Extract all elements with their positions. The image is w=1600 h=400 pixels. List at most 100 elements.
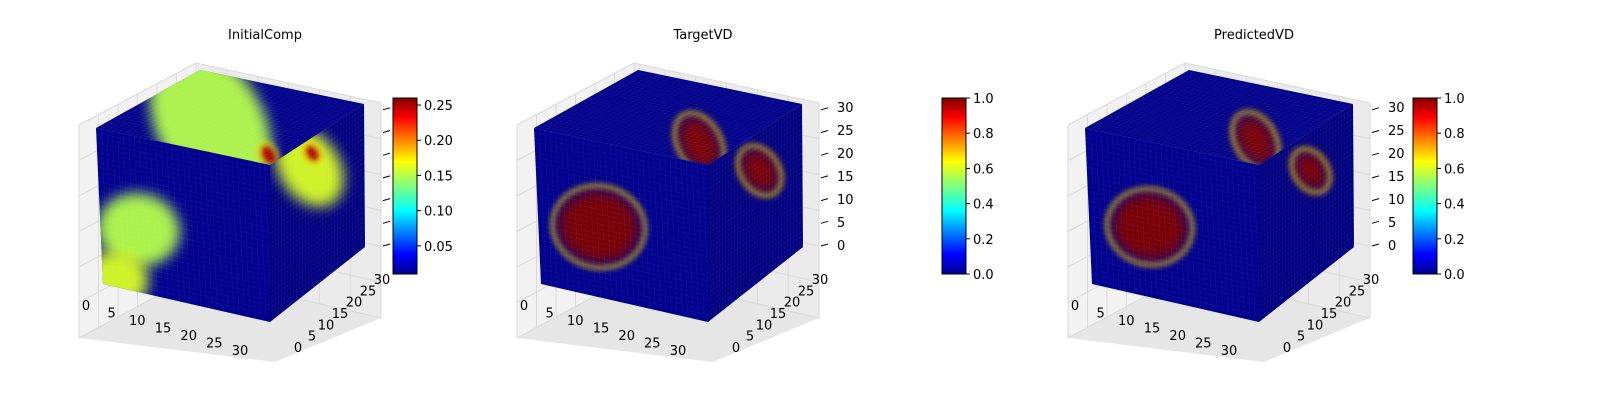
colorbar-gradient: [941, 97, 967, 275]
z-tick-mark: [382, 130, 391, 133]
x-tick-label: 5: [1097, 307, 1105, 322]
x-tick-label: 20: [180, 329, 197, 344]
y-tick-label: 5: [1297, 330, 1305, 345]
cube-side-face: [708, 104, 803, 322]
panel-title: InitialComp: [228, 28, 302, 43]
voxel-mesh: [708, 105, 803, 321]
z-tick-label: 25: [1388, 124, 1405, 139]
z-tick-mark: [1371, 107, 1380, 111]
floor-pane: [1068, 275, 1370, 362]
colorbar-tick-label: 1.0: [1444, 92, 1465, 107]
y-tick-label: 10: [1307, 318, 1324, 333]
voxel-mesh: [1088, 70, 1353, 165]
x-tick-label: 5: [108, 307, 116, 322]
z-tick-label: 15: [837, 170, 854, 185]
z-tick-mark: [820, 107, 829, 111]
x-tick-label: 0: [1071, 299, 1079, 314]
z-tick-label: 5: [1388, 216, 1396, 231]
voxel-mesh: [270, 105, 365, 321]
z-tick-label: 20: [837, 147, 854, 162]
z-tick-mark: [820, 175, 829, 179]
y-tick-label: 20: [784, 296, 801, 311]
panel-title: TargetVD: [672, 28, 732, 43]
data-blob: [1111, 192, 1189, 261]
y-tick-label: 0: [732, 341, 740, 356]
colorbar-tick-label: 0.10: [424, 205, 453, 220]
cube-side-blobs: [736, 144, 783, 198]
colorbar-tick-label: 0.20: [424, 134, 453, 149]
x-tick-label: 30: [1221, 344, 1238, 359]
colorbar-tick-label: 0.4: [973, 198, 994, 213]
y-tick-label: 20: [1335, 296, 1352, 311]
x-tick-label: 20: [1169, 329, 1186, 344]
data-blob-edge: [301, 141, 323, 166]
colorbar-tick-label: 0.4: [1444, 198, 1465, 213]
voxel-mesh: [1259, 105, 1354, 321]
x-tick-label: 0: [82, 299, 90, 314]
cube-side-blobs: [1290, 147, 1332, 195]
cube-front-blobs: [550, 184, 647, 270]
colorbar-tick-label: 0.0: [1444, 268, 1465, 283]
z-tick-mark: [382, 152, 391, 156]
cube-side-face: [1259, 104, 1354, 322]
z-tick-label: 0: [1388, 239, 1396, 254]
data-blob: [740, 148, 780, 193]
colorbar: 0.05 0.10 0.15 0.20 0.25: [392, 97, 453, 275]
colorbar-tick-label: 0.6: [973, 162, 994, 177]
y-tick-label: 0: [1283, 341, 1291, 356]
x-tick-label: 5: [546, 307, 554, 322]
panel-title: PredictedVD: [1214, 28, 1294, 43]
x-tick-label: 15: [155, 322, 172, 337]
x-tick-label: 25: [1195, 337, 1212, 352]
z-tick-mark: [382, 198, 391, 202]
colorbar-tick-label: 0.6: [1444, 162, 1465, 177]
data-blob-edge: [550, 184, 647, 270]
data-blob: [97, 192, 180, 267]
y-tick-label: 15: [332, 307, 349, 322]
z-tick-label: 5: [837, 216, 845, 231]
x-tick-label: 15: [1144, 322, 1161, 337]
voxel-mesh: [96, 129, 270, 320]
colorbar-tick-label: 0.05: [424, 240, 453, 255]
data-blob: [1234, 114, 1277, 165]
y-tick-label: 30: [1363, 273, 1380, 288]
y-tick-label: 5: [308, 330, 316, 345]
z-tick-mark: [820, 152, 829, 156]
x-tick-label: 25: [206, 337, 223, 352]
z-tick-mark: [820, 130, 829, 133]
x-tick-label: 10: [129, 314, 146, 329]
colorbar-tick-label: 0.8: [973, 127, 994, 142]
cube-front-blobs: [1105, 187, 1195, 267]
floor-pane: [517, 275, 819, 362]
y-tick-label: 25: [360, 284, 377, 299]
data-blob-edge: [1290, 147, 1332, 195]
data-blob-edge: [673, 111, 726, 165]
z-tick-mark: [820, 243, 829, 247]
z-tick-mark: [1371, 152, 1380, 156]
x-tick-label: 30: [232, 344, 249, 359]
z-tick-label: 15: [1388, 170, 1405, 185]
z-tick-label: 0: [837, 239, 845, 254]
z-tick-mark: [820, 220, 829, 224]
z-tick-label: 30: [837, 101, 854, 116]
floor-pane: [79, 275, 381, 362]
z-tick-mark: [820, 198, 829, 202]
colorbar-tick-label: 0.15: [424, 169, 453, 184]
y-tick-label: 10: [756, 318, 773, 333]
y-tick-label: 25: [1349, 284, 1366, 299]
x-tick-label: 15: [593, 322, 610, 337]
y-tick-label: 5: [746, 330, 754, 345]
y-tick-label: 20: [346, 296, 363, 311]
data-blob: [304, 144, 321, 163]
colorbar-tick-label: 1.0: [973, 92, 994, 107]
z-tick-label: 20: [1388, 147, 1405, 162]
data-blob-edge: [1230, 110, 1281, 165]
x-tick-label: 0: [520, 299, 528, 314]
cube-top-blobs: [1230, 110, 1281, 165]
voxel-mesh: [534, 129, 708, 320]
voxel-mesh: [537, 70, 802, 165]
